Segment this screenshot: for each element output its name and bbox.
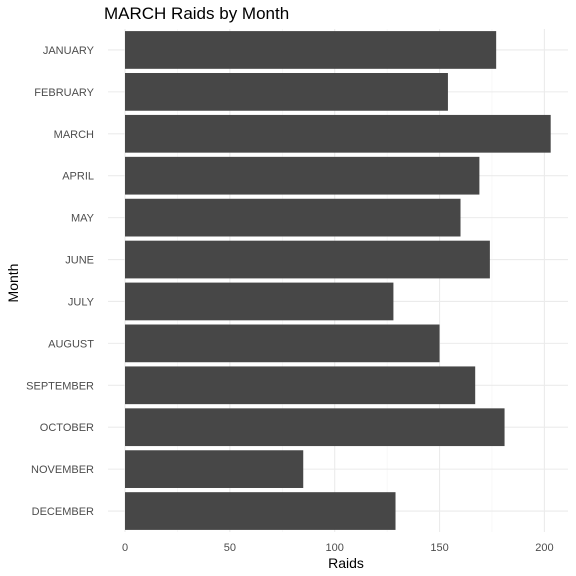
y-axis-title: Month <box>5 263 21 303</box>
bar-july <box>125 282 394 321</box>
x-tick-label: 100 <box>326 542 344 554</box>
bar-september <box>125 366 476 405</box>
bar-december <box>125 492 396 530</box>
bar-june <box>125 240 490 279</box>
y-tick-labels: JANUARY FEBRUARY MARCH APRIL MAY JUNE JULY AUGU… <box>26 45 95 518</box>
bar-november <box>125 450 304 488</box>
y-tick-label: JULY <box>68 296 95 308</box>
bar-april <box>125 156 480 195</box>
bar-january <box>125 31 497 69</box>
y-tick-label: OCTOBER <box>40 422 94 434</box>
y-tick-label: MAY <box>71 213 95 225</box>
y-tick-label: NOVEMBER <box>31 464 94 476</box>
bar-may <box>125 198 461 237</box>
y-tick-label: AUGUST <box>48 338 94 350</box>
x-tick-label: 50 <box>224 542 236 554</box>
y-tick-label: JUNE <box>65 255 94 267</box>
y-tick-label: DECEMBER <box>32 506 94 518</box>
y-tick-label: FEBRUARY <box>34 87 94 99</box>
x-tick-label: 150 <box>430 542 448 554</box>
x-tick-label: 200 <box>535 542 553 554</box>
bar-march <box>125 114 551 153</box>
bar-february <box>125 73 448 111</box>
y-tick-label: APRIL <box>62 171 94 183</box>
x-tick-label: 0 <box>122 542 128 554</box>
x-axis-title: Raids <box>328 555 364 571</box>
bar-october <box>125 408 505 447</box>
y-tick-label: JANUARY <box>43 45 95 57</box>
y-tick-label: MARCH <box>54 129 94 141</box>
y-tick-label: SEPTEMBER <box>26 380 94 392</box>
bar-august <box>125 324 440 363</box>
chart-title: MARCH Raids by Month <box>104 4 290 23</box>
bars <box>125 31 551 530</box>
x-tick-labels: 0 50 100 150 200 <box>122 542 554 554</box>
